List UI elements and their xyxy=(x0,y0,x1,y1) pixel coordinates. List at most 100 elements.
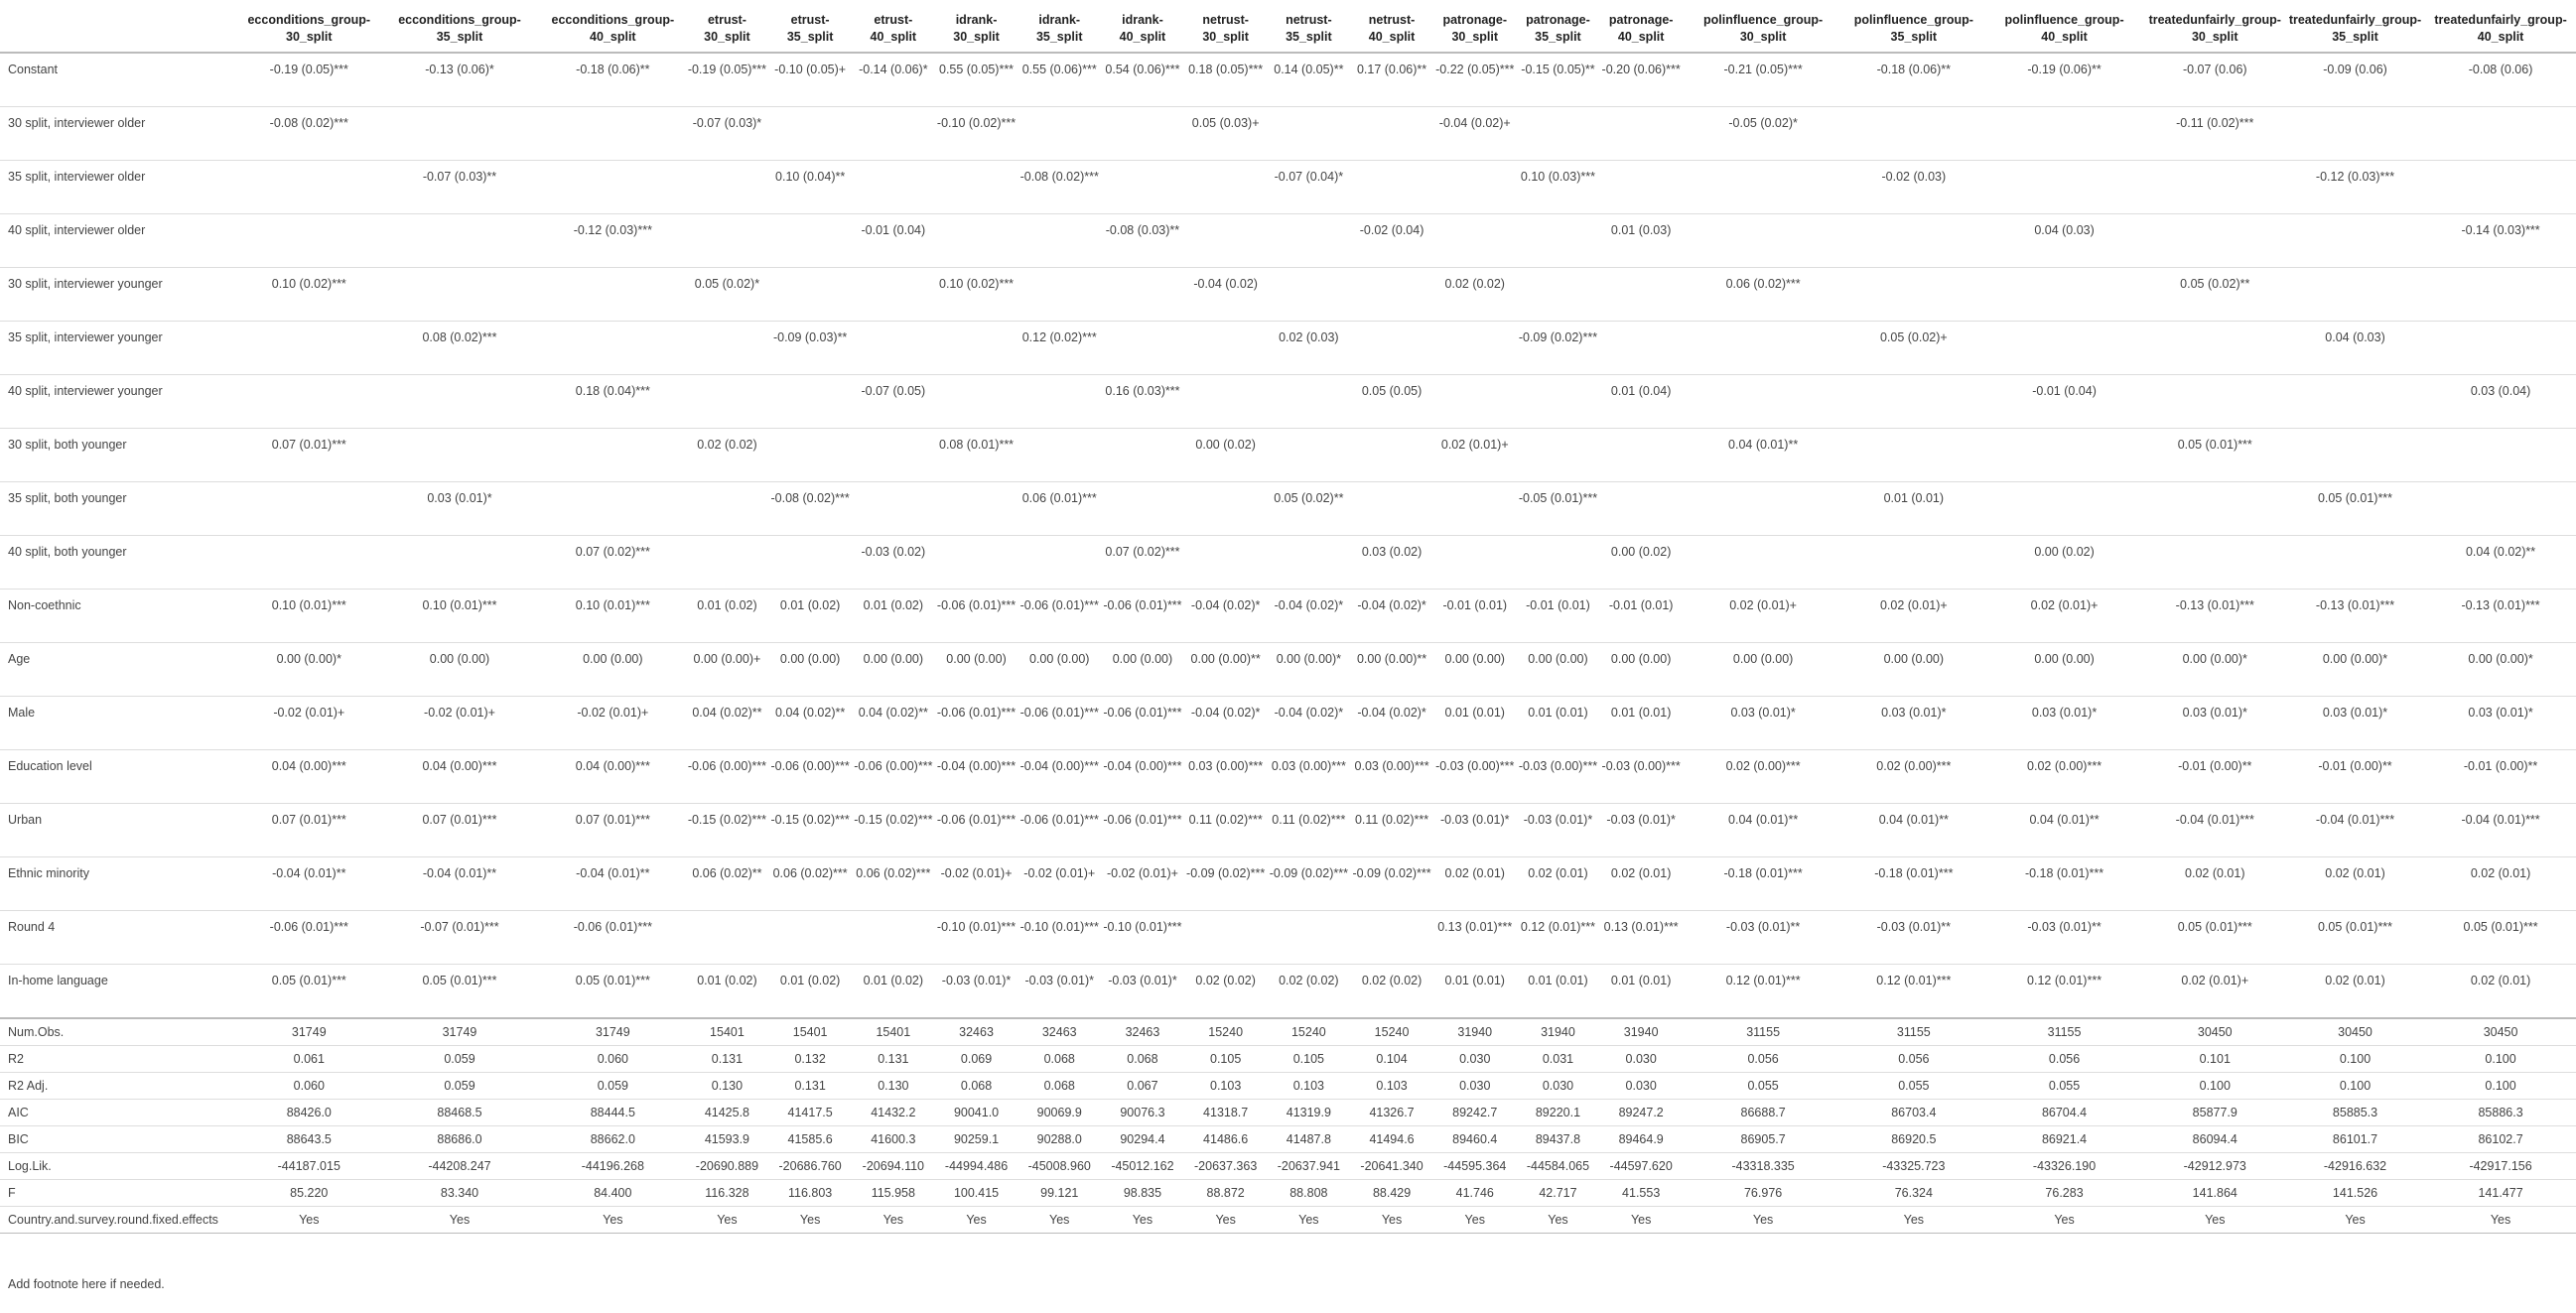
row-label: 30 split, both younger xyxy=(0,428,239,482)
table-cell: 0.130 xyxy=(851,1072,935,1100)
table-cell: -0.04 (0.01)** xyxy=(238,856,379,911)
table-cell xyxy=(378,267,541,322)
table-cell: 0.06 (0.02)*** xyxy=(851,856,935,911)
table-cell xyxy=(934,321,1018,375)
table-cell: 0.104 xyxy=(1350,1045,1433,1073)
table-cell: 141.477 xyxy=(2425,1179,2576,1207)
table-cell: 0.05 (0.01)*** xyxy=(2284,481,2426,536)
table-cell: 0.07 (0.01)*** xyxy=(540,803,686,857)
table-cell: 0.056 xyxy=(1683,1045,1844,1073)
table-cell: 0.02 (0.03) xyxy=(1267,321,1351,375)
coefficient-row: Male -0.02 (0.01)+ -0.02 (0.01)+ -0.02 (0.0… xyxy=(0,696,2576,750)
table-cell: 0.05 (0.01)*** xyxy=(238,964,379,1018)
row-label: 40 split, interviewer older xyxy=(0,213,239,268)
table-cell: 0.02 (0.00)*** xyxy=(1683,749,1844,804)
table-cell: 0.056 xyxy=(1843,1045,1984,1073)
table-cell xyxy=(1017,213,1102,268)
column-header: idrank- 30_split xyxy=(934,0,1018,54)
table-cell: Yes xyxy=(1183,1206,1268,1234)
table-cell: 0.02 (0.01) xyxy=(2284,856,2426,911)
table-cell xyxy=(851,106,935,161)
row-label: Education level xyxy=(0,749,239,804)
table-cell: 41486.6 xyxy=(1183,1125,1268,1153)
table-cell xyxy=(934,374,1018,429)
table-cell: 0.061 xyxy=(238,1045,379,1073)
table-cell: -0.03 (0.00)*** xyxy=(1599,749,1684,804)
table-cell: 89460.4 xyxy=(1432,1125,1517,1153)
table-cell xyxy=(1516,267,1600,322)
table-cell: 0.17 (0.06)** xyxy=(1350,52,1433,107)
statistic-row: BIC 88643.5 88686.0 88662.0 41593.9 41585.6 41… xyxy=(0,1125,2576,1153)
table-cell: 0.03 (0.04) xyxy=(2425,374,2576,429)
table-cell: -0.04 (0.02) xyxy=(1183,267,1268,322)
table-cell xyxy=(1101,160,1184,214)
table-cell: -0.01 (0.00)** xyxy=(2425,749,2576,804)
table-cell: 141.864 xyxy=(2144,1179,2285,1207)
table-cell: 0.03 (0.00)*** xyxy=(1267,749,1351,804)
table-cell: 0.00 (0.00) xyxy=(851,642,935,697)
table-cell: -0.09 (0.06) xyxy=(2284,52,2426,107)
table-cell: 86920.5 xyxy=(1843,1125,1984,1153)
table-cell: 85877.9 xyxy=(2144,1099,2285,1126)
table-cell: 0.00 (0.02) xyxy=(1983,535,2145,590)
table-cell: -0.03 (0.01)* xyxy=(934,964,1018,1018)
table-cell: -0.04 (0.02)* xyxy=(1350,589,1433,643)
table-cell: 0.04 (0.01)** xyxy=(1683,803,1844,857)
table-cell: 0.02 (0.02) xyxy=(1267,964,1351,1018)
table-cell xyxy=(768,106,852,161)
table-cell: -0.15 (0.02)*** xyxy=(851,803,935,857)
table-cell: -42917.156 xyxy=(2425,1152,2576,1180)
table-cell xyxy=(1843,535,1984,590)
row-label: AIC xyxy=(0,1099,239,1126)
table-cell: 0.01 (0.01) xyxy=(1432,696,1517,750)
table-cell: -0.06 (0.01)*** xyxy=(238,910,379,965)
table-cell: 0.030 xyxy=(1599,1072,1684,1100)
table-cell xyxy=(238,535,379,590)
table-cell: 0.04 (0.02)** xyxy=(768,696,852,750)
table-cell: 0.01 (0.03) xyxy=(1599,213,1684,268)
table-cell: -0.10 (0.01)*** xyxy=(1017,910,1102,965)
table-cell: -0.09 (0.02)*** xyxy=(1267,856,1351,911)
table-cell: Yes xyxy=(934,1206,1018,1234)
table-cell: 41432.2 xyxy=(851,1099,935,1126)
table-cell: 0.02 (0.01) xyxy=(2425,856,2576,911)
table-cell: 0.06 (0.02)** xyxy=(685,856,769,911)
table-cell: -0.06 (0.00)*** xyxy=(685,749,769,804)
table-cell: 0.03 (0.01)* xyxy=(2425,696,2576,750)
table-cell: 0.01 (0.01) xyxy=(1599,964,1684,1018)
table-cell: 0.01 (0.02) xyxy=(768,589,852,643)
table-cell: 31749 xyxy=(540,1017,686,1046)
table-cell xyxy=(685,213,769,268)
table-cell: -43326.190 xyxy=(1983,1152,2145,1180)
table-cell xyxy=(1599,106,1684,161)
table-cell: -0.03 (0.00)*** xyxy=(1516,749,1600,804)
table-cell xyxy=(1267,267,1351,322)
table-cell: -0.04 (0.01)** xyxy=(378,856,541,911)
column-header: treatedunfairly_group- 35_split xyxy=(2284,0,2426,54)
table-cell: 42.717 xyxy=(1516,1179,1600,1207)
table-cell: 86703.4 xyxy=(1843,1099,1984,1126)
table-cell: -0.19 (0.05)*** xyxy=(238,52,379,107)
table-cell: 41585.6 xyxy=(768,1125,852,1153)
row-label: Non-coethnic xyxy=(0,589,239,643)
coefficient-row: Urban 0.07 (0.01)*** 0.07 (0.01)*** 0.07 (0… xyxy=(0,803,2576,857)
column-header: polinfluence_group- 30_split xyxy=(1683,0,1844,54)
table-cell: 0.068 xyxy=(934,1072,1018,1100)
table-cell: -0.06 (0.00)*** xyxy=(768,749,852,804)
table-cell: 0.060 xyxy=(540,1045,686,1073)
table-cell: -0.07 (0.04)* xyxy=(1267,160,1351,214)
table-cell: 15240 xyxy=(1183,1017,1268,1046)
table-cell xyxy=(1983,160,2145,214)
table-cell: -0.12 (0.03)*** xyxy=(540,213,686,268)
table-cell xyxy=(2284,213,2426,268)
table-cell: 0.12 (0.01)*** xyxy=(1516,910,1600,965)
table-cell xyxy=(540,106,686,161)
table-cell: 0.01 (0.04) xyxy=(1599,374,1684,429)
table-cell: 0.103 xyxy=(1183,1072,1268,1100)
table-cell: 41326.7 xyxy=(1350,1099,1433,1126)
table-cell xyxy=(1983,428,2145,482)
coefficient-row: 30 split, both younger 0.07 (0.01)*** 0.02… xyxy=(0,428,2576,482)
table-cell: 85885.3 xyxy=(2284,1099,2426,1126)
table-cell: -45008.960 xyxy=(1017,1152,1102,1180)
table-cell: -0.13 (0.01)*** xyxy=(2284,589,2426,643)
